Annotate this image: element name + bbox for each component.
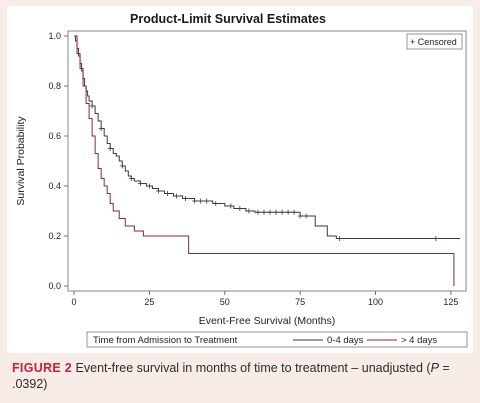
chart-panel: Product-Limit Survival Estimates 0 25 50 75… [7,6,473,353]
censor-mark [291,209,297,215]
censor-mark [237,206,243,211]
x-tick-label: 0 [72,297,77,307]
series-legend-label-1: > 4 days [401,335,437,346]
censor-marks [89,103,439,241]
chart-title: Product-Limit Survival Estimates [130,12,326,26]
censor-mark [303,213,309,219]
plot-frame [67,30,467,292]
caption-p-value: = .0392) [12,361,450,391]
caption-text: Event-free survival in months of time to… [72,361,431,375]
censor-mark [192,198,198,204]
censor-mark [285,209,291,215]
series-legend-label-0: 0-4 days [327,335,364,346]
censor-mark [297,213,303,219]
series-legend-box [86,331,468,348]
censor-mark [213,201,219,206]
x-axis-label: Event-Free Survival (Months) [199,315,336,327]
censor-mark [183,196,189,201]
censored-legend-box [406,33,463,50]
y-tick-label: 0.6 [48,131,61,141]
censor-mark [246,208,252,214]
series-legend: Time from Admission to Treatment 0-4 day… [86,331,468,348]
censor-mark [267,209,273,215]
censor-mark [146,183,152,189]
survival-chart: Product-Limit Survival Estimates 0 25 50 75… [15,12,468,348]
censor-mark [204,198,210,204]
censor-mark [98,126,104,131]
x-tick-label: 50 [220,297,230,307]
y-tick-label: 1.0 [48,31,61,41]
censor-mark [119,163,125,169]
y-axis: 0.0 0.2 0.4 0.6 0.8 1.0 [48,31,68,291]
censor-mark [198,198,204,204]
figure-caption: FIGURE 2 Event-free survival in months o… [12,360,468,392]
x-axis: 0 25 50 75 100 125 [72,291,458,307]
censor-mark [228,203,234,209]
y-tick-label: 0.2 [48,231,61,241]
y-tick-label: 0.4 [48,181,61,191]
y-axis-label: Survival Probability [15,116,27,206]
censor-mark [261,209,267,215]
censor-mark [128,176,134,181]
caption-p-symbol: P [430,361,439,375]
censor-mark [165,191,170,196]
censor-mark [279,209,285,215]
censor-mark [137,181,143,186]
survival-line-1 [74,35,455,286]
y-tick-label: 0.0 [48,281,61,291]
censor-mark [255,209,261,215]
plot-area: 0 25 50 75 100 125 0.0 0.2 0.4 0.6 0.8 1.0 [48,30,467,307]
censor-mark [89,103,95,109]
censor-mark [336,236,342,241]
series-legend-title: Time from Admission to Treatment [93,335,238,346]
x-tick-label: 125 [443,297,458,307]
censored-legend-label: + Censored [410,37,457,47]
censor-mark [273,209,279,215]
censor-mark [433,236,439,241]
x-tick-label: 100 [368,297,383,307]
censored-legend: + Censored [406,33,463,50]
censor-mark [155,188,161,194]
x-tick-label: 75 [295,297,305,307]
x-tick-label: 25 [144,297,154,307]
y-tick-label: 0.8 [48,81,61,91]
censor-mark [174,193,180,199]
figure-label: FIGURE 2 [12,361,73,375]
censor-mark [107,146,113,151]
